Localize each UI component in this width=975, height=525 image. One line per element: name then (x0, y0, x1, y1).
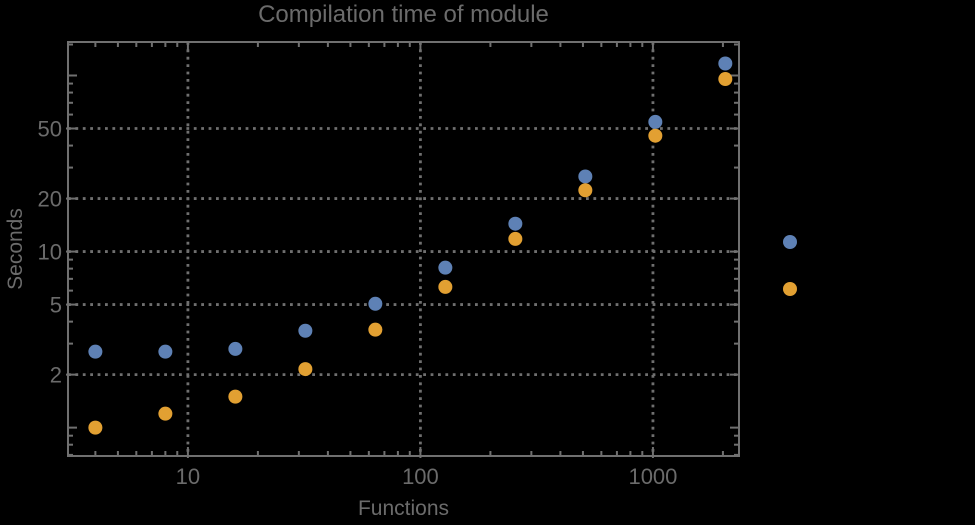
data-point-orange (578, 183, 593, 198)
data-point-blue (578, 169, 593, 184)
plot-frame (67, 41, 740, 457)
legend-marker-blue (783, 235, 797, 249)
data-point-blue (508, 216, 523, 231)
data-point-orange (88, 420, 103, 435)
y-tick-label: 2 (50, 363, 62, 388)
data-point-blue (228, 341, 243, 356)
data-point-orange (508, 231, 523, 246)
data-point-blue (718, 56, 733, 71)
x-tick-label: 1000 (628, 464, 677, 489)
data-point-orange (158, 406, 173, 421)
x-tick-label: 100 (402, 464, 439, 489)
y-tick-label: 5 (50, 293, 62, 318)
data-point-blue (158, 344, 173, 359)
y-tick-label: 10 (38, 240, 62, 265)
y-tick-label: 50 (38, 117, 62, 142)
data-point-blue (438, 260, 453, 275)
data-point-orange (228, 389, 243, 404)
x-axis-label: Functions (357, 497, 450, 520)
y-tick-label: 20 (38, 187, 62, 212)
data-point-orange (648, 128, 663, 143)
data-point-blue (298, 323, 313, 338)
data-point-orange (298, 362, 313, 377)
chart-title: Compilation time of module (258, 1, 549, 28)
data-point-blue (88, 344, 103, 359)
data-point-orange (718, 72, 733, 87)
data-point-blue (368, 296, 383, 311)
y-axis-label: Seconds (4, 208, 27, 290)
data-point-blue (648, 114, 663, 129)
data-point-orange (368, 322, 383, 337)
x-tick-label: 10 (176, 464, 200, 489)
data-point-orange (438, 279, 453, 294)
legend-marker-orange (783, 282, 797, 296)
